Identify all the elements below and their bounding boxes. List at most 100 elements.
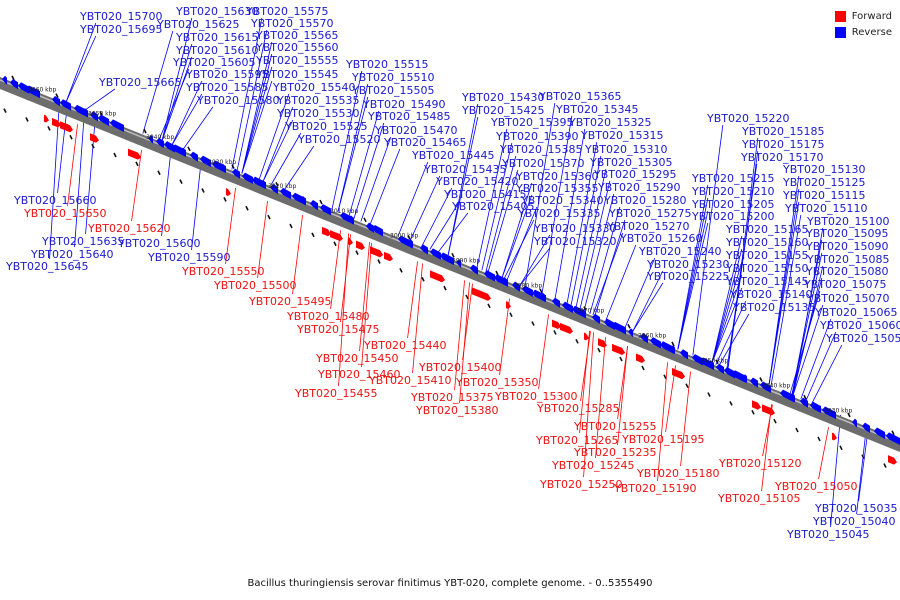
reverse-gene-label: YBT020_15590 (147, 251, 230, 264)
reverse-gene-arrow (670, 345, 675, 355)
reverse-gene-label: YBT020_15585 (185, 81, 268, 94)
forward-gene-leader-line (583, 332, 594, 478)
forward-gene-label: YBT020_15120 (718, 457, 801, 470)
reverse-gene-label: YBT020_15355 (515, 182, 598, 195)
reverse-gene-arrow (260, 179, 265, 189)
scale-tick-label: 2930 kbp (824, 407, 852, 414)
reverse-gene-leader-line (677, 210, 709, 350)
reverse-gene-label: YBT020_15575 (245, 5, 328, 18)
reverse-gene-leader-line (570, 155, 602, 307)
reverse-gene-label: YBT020_15520 (297, 133, 380, 146)
forward-gene-arrow (330, 230, 343, 242)
reverse-gene-leader-line (624, 257, 656, 329)
reference-dash (99, 110, 103, 116)
forward-gene-label: YBT020_15265 (535, 434, 618, 447)
reference-dash (495, 270, 499, 276)
reference-dash (759, 377, 763, 382)
reference-dash (363, 217, 367, 223)
forward-gene-arrow (762, 404, 775, 416)
reference-dash (223, 196, 227, 202)
reverse-gene-arrow (18, 82, 29, 94)
reference-dash (91, 143, 95, 149)
reverse-gene-label: YBT020_15515 (345, 58, 428, 71)
reference-dash (289, 223, 293, 229)
reverse-gene-label: YBT020_15340 (520, 194, 603, 207)
reverse-gene-label: YBT020_15695 (79, 23, 162, 36)
reverse-gene-label: YBT020_15645 (5, 260, 88, 273)
reference-dash (487, 303, 491, 309)
reverse-gene-arrow (512, 281, 520, 292)
reverse-gene-leader-line (856, 425, 867, 515)
reverse-gene-label: YBT020_15040 (812, 515, 895, 528)
forward-gene-label: YBT020_15480 (286, 310, 369, 323)
reference-dash (47, 126, 51, 131)
reverse-gene-label: YBT020_15490 (362, 98, 445, 111)
reference-dash (267, 214, 271, 220)
reference-dash (25, 117, 29, 122)
reverse-gene-label: YBT020_15370 (501, 157, 584, 170)
reverse-gene-leader-line (632, 282, 664, 332)
reverse-gene-leader-line (830, 414, 841, 528)
reference-dash (773, 418, 777, 424)
reverse-gene-arrow (82, 108, 87, 118)
reverse-gene-arrow (680, 349, 688, 360)
reference-dashes (3, 75, 895, 468)
scale-tick-label: 3040 kbp (146, 134, 174, 141)
gene-labels: YBT020_15700YBT020_15695YBT020_15630YBT0… (5, 5, 900, 541)
reverse-gene-arrow (52, 95, 60, 107)
reverse-gene-leader-line (283, 145, 315, 191)
reverse-gene-label: YBT020_15165 (725, 223, 808, 236)
reverse-gene-leader-line (519, 234, 551, 286)
forward-gene-label: YBT020_15380 (415, 404, 498, 417)
forward-gene-arrow (620, 347, 625, 355)
reverse-gene-leader-line (589, 206, 621, 315)
reference-dash (817, 436, 821, 442)
reverse-gene-leader-line (241, 66, 273, 174)
reverse-gene-arrow (640, 333, 648, 344)
forward-gene-leader-line (499, 298, 510, 376)
reverse-gene-leader-line (481, 142, 513, 271)
forward-gene-arrow (356, 240, 365, 251)
forward-gene-leader-line (761, 404, 772, 492)
reference-dash (319, 199, 323, 205)
reverse-gene-leader-line (57, 103, 68, 194)
reverse-gene-leader-line (692, 124, 724, 356)
forward-gene-label: YBT020_15450 (315, 352, 398, 365)
reverse-gene-label: YBT020_15605 (172, 56, 255, 69)
reverse-gene-leader-line (360, 136, 392, 222)
reverse-gene-leader-line (74, 110, 85, 248)
forward-gene-label: YBT020_15400 (418, 361, 501, 374)
reverse-gene-arrow (232, 168, 240, 179)
reference-dash (575, 338, 579, 344)
reverse-gene-arrow (874, 427, 885, 439)
forward-gene-leader-line (818, 427, 829, 480)
reverse-gene-arrow (470, 264, 478, 275)
forward-gene-leader-line (538, 314, 549, 390)
reverse-gene-arrow (270, 183, 278, 195)
forward-gene-leader-line (361, 242, 372, 368)
reverse-gene-arrow (708, 360, 713, 370)
reverse-gene-leader-line (501, 182, 533, 279)
forward-gene-arrow (384, 251, 393, 262)
reverse-gene-arrow (760, 381, 771, 393)
reverse-gene-label: YBT020_15260 (619, 232, 702, 245)
reverse-gene-leader-line (182, 106, 214, 150)
reverse-gene-label: YBT020_15230 (646, 258, 729, 271)
forward-gene-arrow (348, 237, 353, 246)
scale-tick-label: 2970 kbp (576, 307, 604, 314)
reverse-gene-arrow (612, 321, 626, 335)
forward-gene-arrow (128, 148, 141, 160)
reverse-gene-arrow (366, 222, 374, 233)
reverse-gene-label: YBT020_15395 (490, 116, 573, 129)
reverse-gene-label: YBT020_15200 (691, 210, 774, 223)
reverse-gene-label: YBT020_15665 (98, 76, 181, 89)
reverse-gene-leader-line (605, 244, 637, 321)
reverse-gene-label: YBT020_15330 (533, 222, 616, 235)
reverse-gene-leader-line (171, 80, 203, 146)
reverse-gene-arrow (790, 393, 795, 403)
reverse-gene-label: YBT020_15555 (255, 54, 338, 67)
reverse-gene-label: YBT020_15445 (411, 149, 494, 162)
reverse-gene-label: YBT020_15580 (196, 94, 279, 107)
reference-dash (619, 356, 623, 362)
